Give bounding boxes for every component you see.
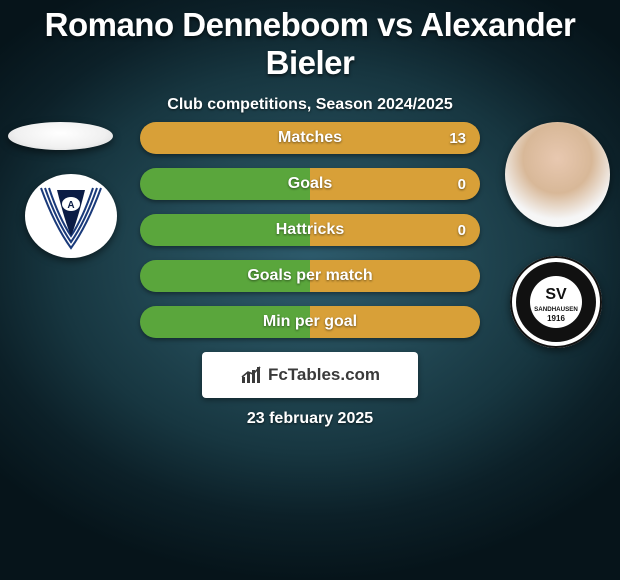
chart-icon	[240, 365, 262, 385]
club-right-badge: SV SANDHAUSEN 1916	[510, 256, 602, 348]
stat-bar: Goals per match	[140, 260, 480, 292]
stat-bar: Hattricks0	[140, 214, 480, 246]
stat-bar-label: Goals per match	[140, 260, 480, 292]
stat-bar-right-value: 0	[458, 168, 466, 200]
stat-bar-right-value: 13	[449, 122, 466, 154]
stat-bar-label: Hattricks	[140, 214, 480, 246]
brand-text: FcTables.com	[268, 365, 380, 385]
brand-badge: FcTables.com	[202, 352, 418, 398]
stat-bar: Min per goal	[140, 306, 480, 338]
comparison-bars: Matches13Goals0Hattricks0Goals per match…	[140, 122, 480, 352]
svg-text:SANDHAUSEN: SANDHAUSEN	[534, 306, 578, 313]
stat-bar: Goals0	[140, 168, 480, 200]
stat-bar: Matches13	[140, 122, 480, 154]
player-right-avatar	[505, 122, 610, 227]
svg-text:SV: SV	[545, 286, 567, 303]
comparison-subtitle: Club competitions, Season 2024/2025	[0, 96, 620, 114]
snapshot-date: 23 february 2025	[0, 410, 620, 428]
player-left-avatar	[8, 122, 113, 150]
stat-bar-label: Min per goal	[140, 306, 480, 338]
svg-text:1916: 1916	[547, 314, 565, 323]
comparison-title: Romano Denneboom vs Alexander Bieler	[0, 0, 620, 82]
club-left-badge: A	[25, 174, 117, 258]
stat-bar-label: Matches	[140, 122, 480, 154]
stat-bar-label: Goals	[140, 168, 480, 200]
svg-text:A: A	[67, 200, 74, 211]
stat-bar-right-value: 0	[458, 214, 466, 246]
